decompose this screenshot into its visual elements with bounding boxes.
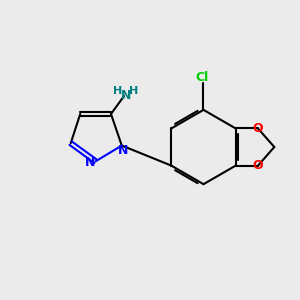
Text: O: O xyxy=(253,159,263,172)
Text: N: N xyxy=(120,89,131,102)
Text: H: H xyxy=(113,85,122,96)
Text: O: O xyxy=(253,122,263,135)
Text: Cl: Cl xyxy=(195,71,208,84)
Text: N: N xyxy=(85,156,95,169)
Text: H: H xyxy=(129,85,138,96)
Text: N: N xyxy=(118,144,128,157)
